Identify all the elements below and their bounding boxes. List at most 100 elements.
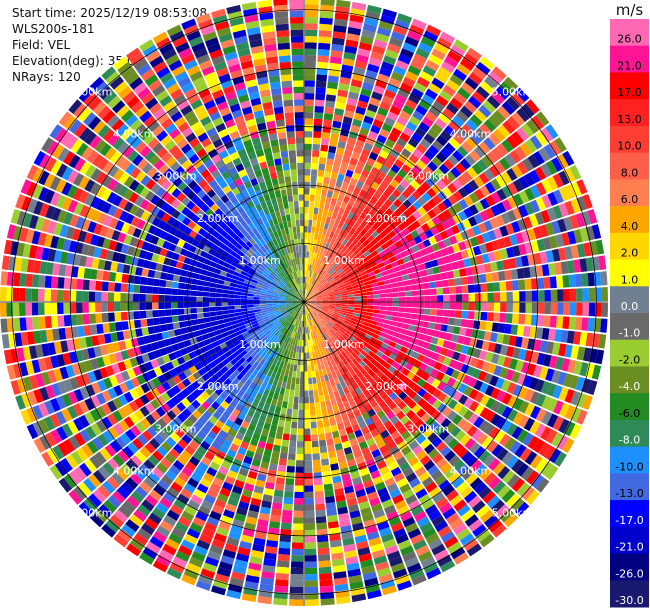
ppi-cell xyxy=(228,302,235,306)
ppi-cell xyxy=(354,293,361,297)
ppi-cell xyxy=(343,149,353,158)
ppi-cell xyxy=(316,298,323,300)
ppi-cell xyxy=(343,175,352,184)
ppi-cell xyxy=(447,154,459,166)
ppi-cell xyxy=(356,225,364,233)
ppi-cell xyxy=(468,388,479,400)
ppi-cell xyxy=(346,33,360,42)
ppi-cell xyxy=(496,143,509,157)
ppi-cell xyxy=(304,302,311,304)
ppi-cell xyxy=(535,111,550,127)
ppi-cell xyxy=(515,232,525,244)
ppi-cell xyxy=(294,479,304,486)
ppi-cell xyxy=(338,243,345,251)
ppi-cell xyxy=(412,110,425,122)
ppi-cell xyxy=(393,378,403,387)
ppi-cell xyxy=(328,320,335,326)
ppi-cell xyxy=(432,330,441,338)
ppi-cell xyxy=(209,302,216,307)
ppi-cell xyxy=(323,176,330,185)
ppi-cell xyxy=(315,294,322,298)
ppi-cell xyxy=(569,288,577,302)
ppi-cell xyxy=(313,289,319,294)
ppi-cell xyxy=(512,384,523,397)
ppi-cell xyxy=(274,585,289,593)
ppi-cell xyxy=(392,99,405,110)
ppi-cell xyxy=(324,489,335,498)
ppi-cell xyxy=(424,149,435,161)
ppi-cell xyxy=(402,340,411,349)
ppi-cell xyxy=(512,207,523,220)
ppi-cell xyxy=(408,272,416,280)
ppi-cell xyxy=(336,147,345,156)
ppi-cell xyxy=(327,311,334,315)
ppi-cell xyxy=(316,304,323,306)
ppi-cell xyxy=(146,318,154,327)
ppi-cell xyxy=(548,235,558,249)
ppi-cell xyxy=(493,250,503,261)
ppi-cell xyxy=(153,270,162,279)
ppi-cell xyxy=(321,458,330,466)
ppi-ray xyxy=(304,302,593,411)
ppi-cell xyxy=(364,17,379,27)
ppi-cell xyxy=(339,272,347,278)
ppi-cell xyxy=(542,237,552,250)
ppi-cell xyxy=(282,503,293,511)
ppi-cell xyxy=(452,414,463,426)
ppi-cell xyxy=(307,276,310,284)
ppi-cell xyxy=(310,298,317,301)
ppi-cell xyxy=(358,316,366,322)
ppi-cell xyxy=(523,375,533,388)
ppi-ray xyxy=(304,1,367,302)
ppi-cell xyxy=(550,302,558,315)
ppi-cell xyxy=(531,302,539,314)
ppi-cell xyxy=(514,444,527,458)
ppi-cell xyxy=(304,390,309,397)
ppi-cell xyxy=(356,233,364,241)
ppi-cell xyxy=(306,270,309,277)
ppi-cell xyxy=(422,202,432,213)
ppi-cell xyxy=(425,24,442,37)
ppi-cell xyxy=(234,291,242,296)
ppi-cell xyxy=(563,302,570,316)
ppi-cell xyxy=(479,407,491,419)
ppi-cell xyxy=(428,343,437,352)
ppi-cell xyxy=(304,523,316,530)
ppi-cell xyxy=(360,295,368,299)
ppi-cell xyxy=(485,321,493,332)
ppi-cell xyxy=(510,92,525,107)
ppi-cell xyxy=(452,326,461,335)
ppi-cell xyxy=(350,264,358,271)
ppi-cell xyxy=(454,361,464,372)
ppi-cell xyxy=(362,239,370,247)
ppi-cell xyxy=(598,255,607,270)
ppi-cell xyxy=(563,288,570,302)
ppi-cell xyxy=(215,306,223,311)
ppi-cell xyxy=(346,259,354,266)
ppi-cell xyxy=(456,110,469,123)
ppi-cell xyxy=(318,285,324,290)
ppi-cell xyxy=(171,309,178,316)
ppi-cell xyxy=(314,201,320,209)
ppi-cell xyxy=(386,154,397,164)
ppi-cell xyxy=(380,165,390,175)
ppi-cell xyxy=(304,251,307,258)
ppi-cell xyxy=(304,460,313,467)
ppi-cell xyxy=(363,231,371,240)
ppi-cell xyxy=(485,272,493,283)
ppi-cell xyxy=(501,392,512,405)
ppi-cell xyxy=(334,290,341,294)
ppi-cell xyxy=(503,76,519,91)
ppi-cell xyxy=(316,282,321,288)
ppi-cell xyxy=(384,117,396,127)
ppi-cell xyxy=(366,330,374,337)
ppi-cell xyxy=(304,219,309,227)
ppi-cell xyxy=(404,174,414,185)
ppi-cell xyxy=(484,207,495,219)
ppi-cell xyxy=(440,130,452,142)
ppi-cell xyxy=(365,343,373,351)
ppi-cell xyxy=(338,134,348,143)
ppi-cell xyxy=(504,437,517,451)
ppi-cell xyxy=(516,161,529,175)
ppi-cell xyxy=(350,278,358,284)
